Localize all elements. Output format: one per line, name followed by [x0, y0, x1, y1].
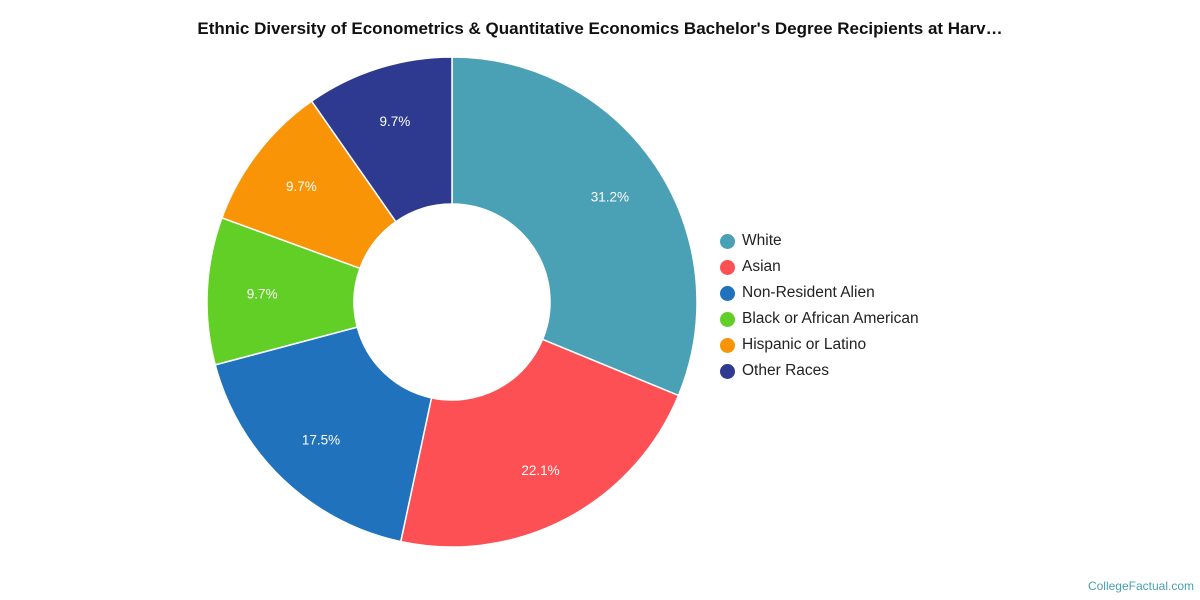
legend-label: Non-Resident Alien — [742, 284, 875, 301]
slice-label: 22.1% — [521, 463, 559, 478]
slice-label: 31.2% — [591, 189, 629, 204]
slice-label: 17.5% — [302, 433, 340, 448]
legend-label: Other Races — [742, 362, 830, 379]
donut-slices — [206, 56, 698, 548]
legend-item[interactable]: Black or African American — [720, 306, 919, 332]
legend-item[interactable]: Other Races — [720, 358, 919, 384]
chart-title: Ethnic Diversity of Econometrics & Quant… — [197, 19, 1003, 38]
slice-white[interactable] — [451, 56, 698, 397]
legend-item[interactable]: Asian — [720, 254, 919, 280]
credit-link[interactable]: CollegeFactual.com — [1087, 579, 1194, 593]
slice-label: 9.7% — [286, 179, 317, 194]
legend: White Asian Non-Resident Alien Black or Afr… — [720, 228, 919, 384]
slice-label: 9.7% — [380, 114, 411, 129]
slice-label: 9.7% — [247, 286, 278, 301]
legend-item[interactable]: White — [720, 228, 919, 254]
legend-item[interactable]: Hispanic or Latino — [720, 332, 919, 358]
legend-label: Asian — [742, 258, 781, 275]
legend-swatch-icon — [720, 233, 735, 249]
legend-swatch-icon — [720, 311, 735, 327]
legend-swatch-icon — [720, 337, 735, 353]
legend-swatch-icon — [720, 285, 735, 301]
legend-label: Black or African American — [742, 310, 919, 327]
slice-non-resident-alien[interactable] — [214, 326, 433, 543]
slice-labels: 31.2% 22.1% 17.5% 9.7% 9.7% 9.7% — [247, 114, 629, 478]
legend-swatch-icon — [720, 259, 735, 275]
legend-label: Hispanic or Latino — [742, 336, 867, 353]
legend-label: White — [742, 232, 782, 249]
legend-item[interactable]: Non-Resident Alien — [720, 280, 919, 306]
slice-asian[interactable] — [399, 338, 680, 548]
legend-swatch-icon — [720, 363, 735, 379]
slice-other-races[interactable] — [310, 56, 453, 223]
